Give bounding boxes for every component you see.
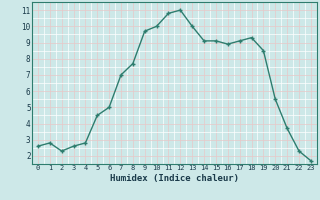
X-axis label: Humidex (Indice chaleur): Humidex (Indice chaleur) <box>110 174 239 183</box>
